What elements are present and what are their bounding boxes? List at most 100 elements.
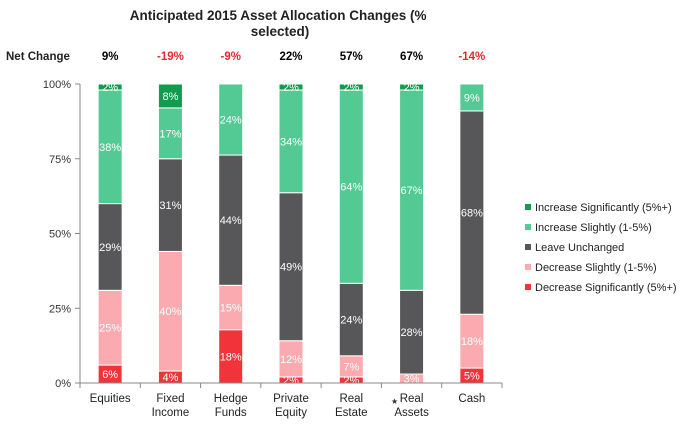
legend-label: Leave Unchanged [535,242,624,254]
y-tick-label: 75% [49,154,71,166]
bar-segment [399,289,425,375]
net-change-value: 57% [340,51,363,63]
bar-segment [459,110,485,315]
data-label: 4% [162,372,178,384]
bar-segment [157,250,183,372]
data-label: 29% [99,242,121,254]
data-label: 2% [283,82,299,94]
y-tick-label: 50% [49,229,71,241]
data-label: 15% [220,303,242,315]
data-label: 24% [220,115,242,127]
data-label: 40% [159,306,181,318]
data-label: 7% [343,361,359,373]
chart-title-line-2: selected) [251,24,310,39]
y-tick-label: 25% [49,303,71,315]
x-tick-label: Real Estate [335,393,368,419]
bar-stack: 2% 7% 24% 64% 2% [338,82,364,387]
data-label: 67% [401,185,423,197]
y-axis: 0% 25% 50% 75% 100% [43,79,81,390]
data-label: 28% [401,327,423,339]
legend-item: Leave Unchanged [525,242,624,254]
data-label: 3% [404,374,420,386]
bar-stack: 3% 28% 67% 2% [399,82,425,386]
data-label: 2% [404,82,420,94]
bar-stack: 2% 12% 49% 34% 2% [278,82,304,387]
y-tick-label: 100% [43,79,71,91]
legend-item: Increase Significantly (5%+) [525,202,672,214]
net-change-value: -14% [458,51,485,63]
chart-title-line-1: Anticipated 2015 Asset Allocation Change… [130,8,427,23]
legend-swatch [525,244,531,250]
net-change-value: -9% [220,51,240,63]
bar-stack: 5% 18% 68% 9% [459,83,485,384]
data-label: 2% [102,82,118,94]
bar-stack: 18% 15% 44% 24% [218,83,244,384]
x-tick-label: Private Equity [273,393,309,419]
x-axis: Equities Fixed Income Hedge Funds Private Equi… [79,382,503,419]
data-label: 5% [464,371,480,383]
x-tick-label: Equities [90,393,131,405]
data-label: 25% [99,323,121,335]
bar-segment [278,340,304,378]
legend-swatch [525,264,531,270]
bar-segment [459,313,485,369]
bar-segment [218,83,244,156]
data-label: 44% [220,215,242,227]
net-change-value: 9% [102,51,119,63]
legend-swatch [525,204,531,210]
legend-swatch [525,284,531,290]
bar-segment [97,83,123,91]
data-label: 34% [280,136,302,148]
net-change-label: Net Change [6,51,70,63]
data-label: 18% [220,351,242,363]
legend-label: Increase Significantly (5%+) [535,202,672,214]
x-tick-label: Hedge Funds [214,393,248,419]
net-change-value: 67% [400,51,423,63]
data-label: 38% [99,142,121,154]
data-label: 17% [159,128,181,140]
net-change-value: 22% [279,51,302,63]
chart-title: Anticipated 2015 Asset Allocation Change… [130,8,431,39]
bar-segment [278,83,304,91]
data-label: 2% [343,82,359,94]
bar-segment [338,89,364,284]
x-tick-label: Real Assets [394,393,429,419]
legend-item: Increase Slightly (1-5%) [525,222,652,234]
legend-label: Decrease Significantly (5%+) [535,282,677,294]
bar-segment [459,83,485,112]
data-label: 8% [162,91,178,103]
data-label: 64% [340,182,362,194]
data-label: 2% [283,375,299,387]
bar-segment [338,83,364,91]
legend-label: Increase Slightly (1-5%) [535,222,652,234]
legend-label: Decrease Slightly (1-5%) [535,262,657,274]
y-tick-label: 0% [55,378,71,390]
bar-segment [338,282,364,357]
data-label: 49% [280,262,302,274]
data-label: 18% [461,336,483,348]
bar-segment [157,83,183,109]
legend-swatch [525,224,531,230]
data-label: 12% [280,354,302,366]
net-change-value: -19% [157,51,184,63]
bars: 6%25%29%38%2%4%40%31%17%8%18%15%44%24%2%… [97,82,485,387]
net-change-row: 9% -19% -9% 22% 57% 67% -14% [102,51,485,63]
legend-item: Decrease Slightly (1-5%) [525,262,657,274]
bar-segment [399,83,425,91]
data-label: 31% [159,200,181,212]
data-label: 68% [461,208,483,220]
bar-stack: 4% 40% 31% 17% 8% [157,83,183,384]
bar-stack: 6% 25% 29% 38% 2% [97,82,123,384]
bar-segment [218,154,244,286]
x-tick-label: Fixed Income [152,393,190,419]
star-icon: ★ [391,397,398,406]
data-label: 9% [464,92,480,104]
legend: Increase Significantly (5%+) Increase Sli… [525,202,677,294]
legend-item: Decrease Significantly (5%+) [525,282,677,294]
data-label: 6% [102,369,118,381]
data-label: 24% [340,315,362,327]
data-label: 2% [343,375,359,387]
x-tick-label: Cash [458,393,485,405]
